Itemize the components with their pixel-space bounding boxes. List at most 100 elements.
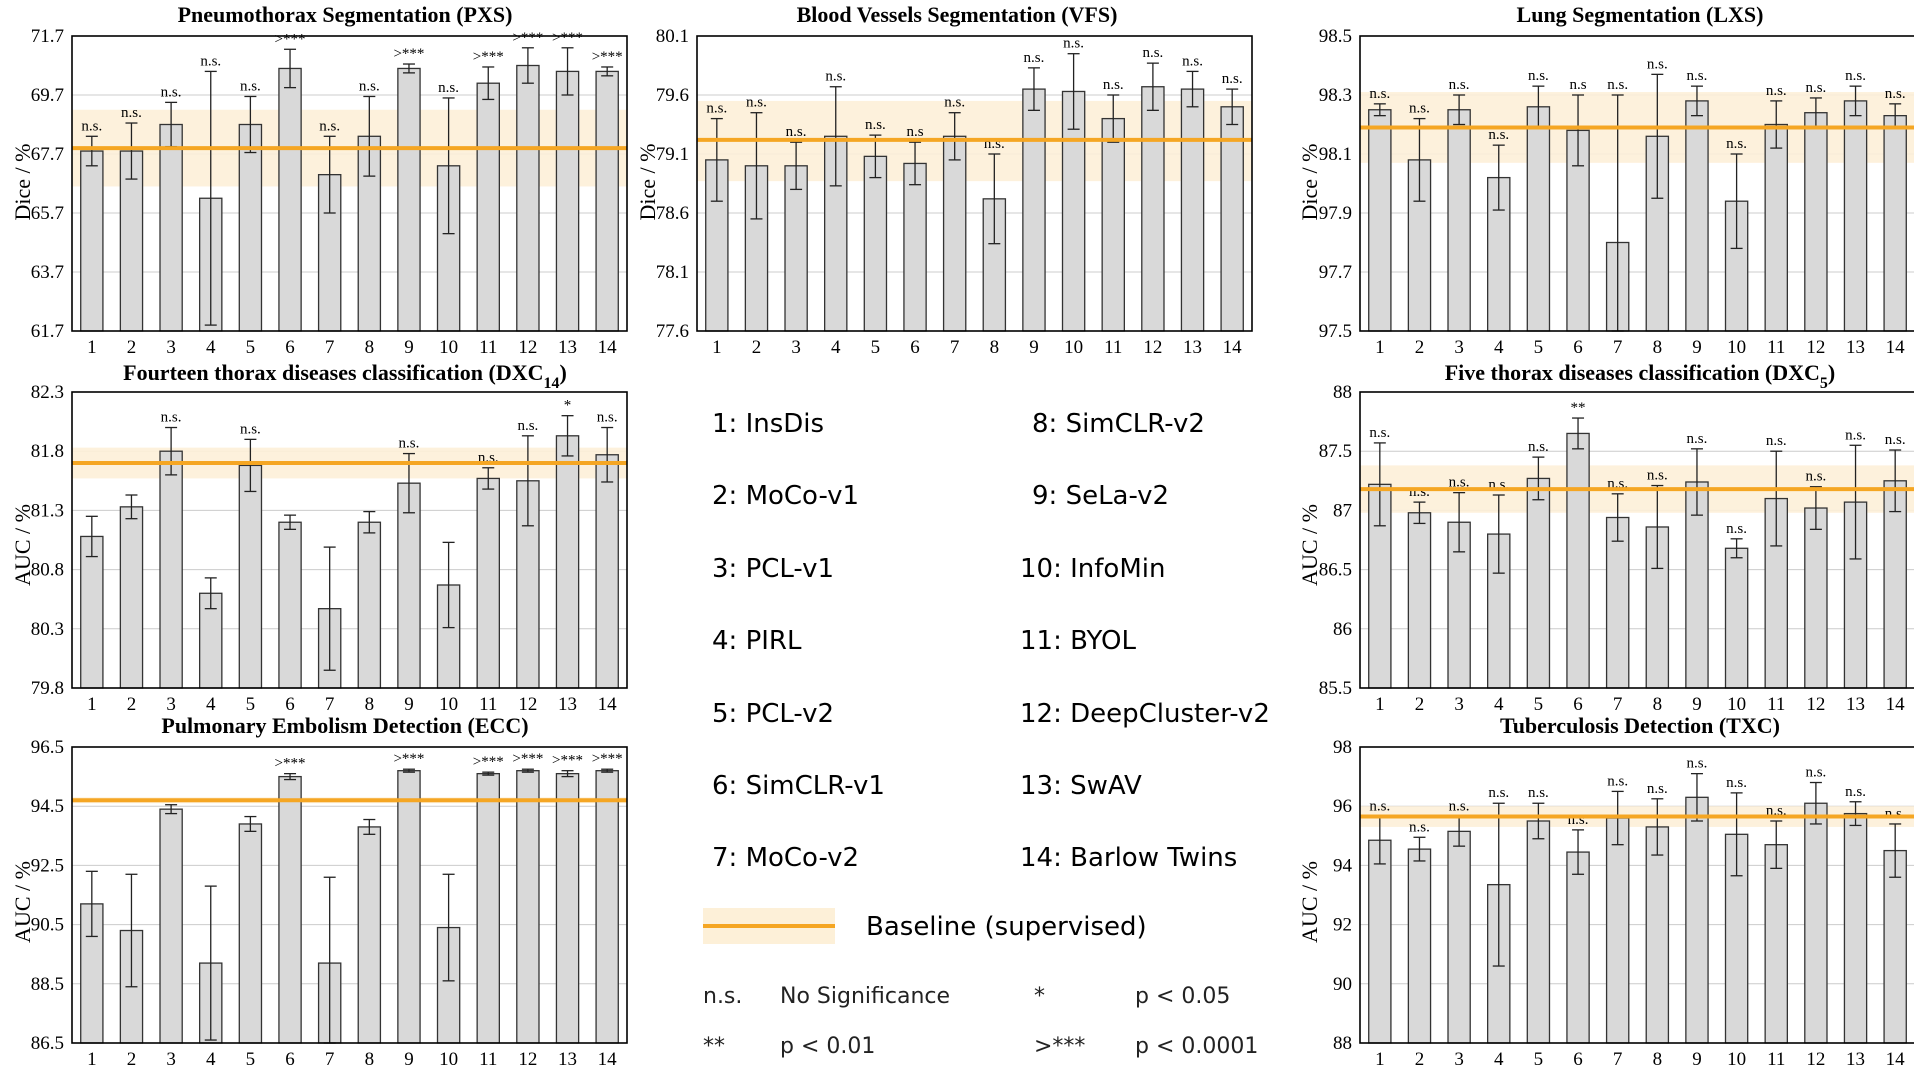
bar: [238, 823, 263, 1044]
significance-label: n.s.: [1528, 68, 1549, 84]
significance-label: n.s.: [944, 95, 965, 111]
y-tick-label: 90: [1333, 974, 1352, 995]
baseline-legend: Baseline (supervised): [703, 908, 1147, 944]
bar: [397, 67, 421, 332]
legend-item: 14: Barlow Twins: [1020, 843, 1237, 873]
significance-label: n.s.: [1528, 785, 1549, 801]
y-tick-label: 98: [1333, 737, 1352, 758]
legend-item: 1: InsDis: [712, 409, 824, 439]
significance-label: n.s.: [319, 118, 340, 134]
legend-item: 4: PIRL: [712, 626, 802, 656]
panel-title: Five thorax diseases classification (DXC…: [1445, 360, 1836, 392]
x-tick-label: 2: [1415, 337, 1425, 358]
y-tick-label: 79.8: [31, 678, 64, 699]
y-tick-label: 77.6: [656, 321, 689, 342]
bar: [1764, 844, 1789, 1044]
y-axis-label: AUC / %: [10, 504, 35, 586]
x-tick-label: 12: [1806, 694, 1825, 715]
y-tick-label: 69.7: [31, 85, 64, 106]
x-tick-label: 1: [1375, 694, 1385, 715]
significance-label: n.s.: [517, 418, 538, 434]
significance-label: >***: [512, 751, 543, 767]
significance-label: n.s.: [1488, 127, 1509, 143]
significance-label: >***: [473, 754, 504, 770]
y-tick-label: 80.8: [31, 560, 64, 581]
x-tick-label: 14: [1886, 1049, 1906, 1070]
significance-label: n.s.: [1647, 56, 1668, 72]
y-tick-label: 80.1: [656, 26, 689, 47]
significance-label: >***: [592, 49, 623, 65]
x-tick-label: 13: [1183, 337, 1202, 358]
y-tick-label: 94: [1333, 855, 1353, 876]
significance-label: n.s.: [359, 78, 380, 94]
significance-label: >***: [552, 753, 583, 769]
x-tick-label: 7: [1613, 337, 1623, 358]
panel-txc: Tuberculosis Detection (TXC) AUC / % 989…: [1297, 713, 1914, 1070]
significance-label: n.s.: [1845, 427, 1866, 443]
y-axis-label: Dice / %: [10, 144, 35, 221]
significance-label: n.s.: [865, 117, 886, 133]
legend-item: 9: SeLa-v2: [1032, 481, 1169, 511]
y-tick-label: 63.7: [31, 262, 64, 283]
panel-dxc5: Five thorax diseases classification (DXC…: [1297, 360, 1914, 715]
legend-item: 5: PCL-v2: [712, 699, 834, 729]
bar: [1883, 849, 1907, 1044]
panel-title: Tuberculosis Detection (TXC): [1500, 713, 1780, 738]
panel-lxs: Lung Segmentation (LXS) Dice / % 98.598.…: [1297, 2, 1914, 358]
significance-label: n.s.: [1222, 71, 1243, 87]
x-tick-label: 6: [910, 337, 920, 358]
bar: [1022, 88, 1046, 332]
bar: [278, 521, 302, 689]
bar: [1843, 812, 1868, 1044]
bar: [1566, 851, 1590, 1044]
legend-item: 8: SimCLR-v2: [1032, 409, 1205, 439]
significance-label: n.s.: [1063, 36, 1084, 52]
x-tick-label: 12: [518, 694, 537, 715]
x-tick-label: 7: [325, 1049, 335, 1070]
method-list-right: 8: SimCLR-v2 9: SeLa-v2 10: InfoMin 11: …: [1020, 409, 1270, 873]
x-tick-label: 4: [1494, 337, 1504, 358]
y-tick-label: 90.5: [31, 915, 64, 936]
x-tick-label: 8: [1653, 337, 1663, 358]
significance-label: n.s.: [1449, 77, 1470, 93]
bar: [1843, 100, 1868, 332]
x-tick-label: 5: [871, 337, 881, 358]
y-tick-label: 87: [1333, 500, 1352, 521]
significance-label: n.s.: [399, 436, 420, 452]
x-tick-label: 1: [87, 694, 97, 715]
x-tick-label: 4: [206, 1049, 216, 1070]
significance-label: n.s.: [1409, 484, 1430, 500]
significance-label: *: [564, 398, 572, 414]
x-tick-label: 5: [246, 337, 256, 358]
bar: [159, 123, 183, 332]
x-tick-label: 3: [1454, 337, 1464, 358]
x-tick-label: 4: [831, 337, 841, 358]
y-axis-label: Dice / %: [1297, 144, 1322, 221]
significance-label: n.s.: [1103, 77, 1124, 93]
x-tick-label: 6: [1573, 337, 1583, 358]
sig-symbol: n.s.: [703, 984, 742, 1009]
bar: [357, 826, 382, 1044]
bar: [159, 808, 183, 1044]
y-tick-label: 86: [1333, 619, 1352, 640]
significance-label: >***: [393, 751, 424, 767]
bar: [1804, 802, 1828, 1044]
x-tick-label: 9: [1029, 337, 1039, 358]
x-tick-label: 5: [1534, 694, 1544, 715]
significance-label: n.s.: [1449, 475, 1470, 491]
panel-title: Blood Vessels Segmentation (VFS): [797, 2, 1118, 27]
x-tick-label: 14: [1223, 337, 1243, 358]
x-tick-label: 9: [1692, 337, 1702, 358]
bar: [397, 770, 421, 1044]
significance-label: >***: [473, 49, 504, 65]
bar: [942, 135, 967, 332]
significance-label: n.s.: [1182, 53, 1203, 69]
significance-label: n.s.: [746, 95, 767, 111]
x-tick-label: 5: [246, 694, 256, 715]
significance-label: n.s.: [1726, 775, 1747, 791]
x-tick-label: 2: [752, 337, 762, 358]
y-axis-label: AUC / %: [10, 861, 35, 943]
x-tick-label: 11: [1767, 694, 1785, 715]
x-tick-label: 9: [1692, 694, 1702, 715]
